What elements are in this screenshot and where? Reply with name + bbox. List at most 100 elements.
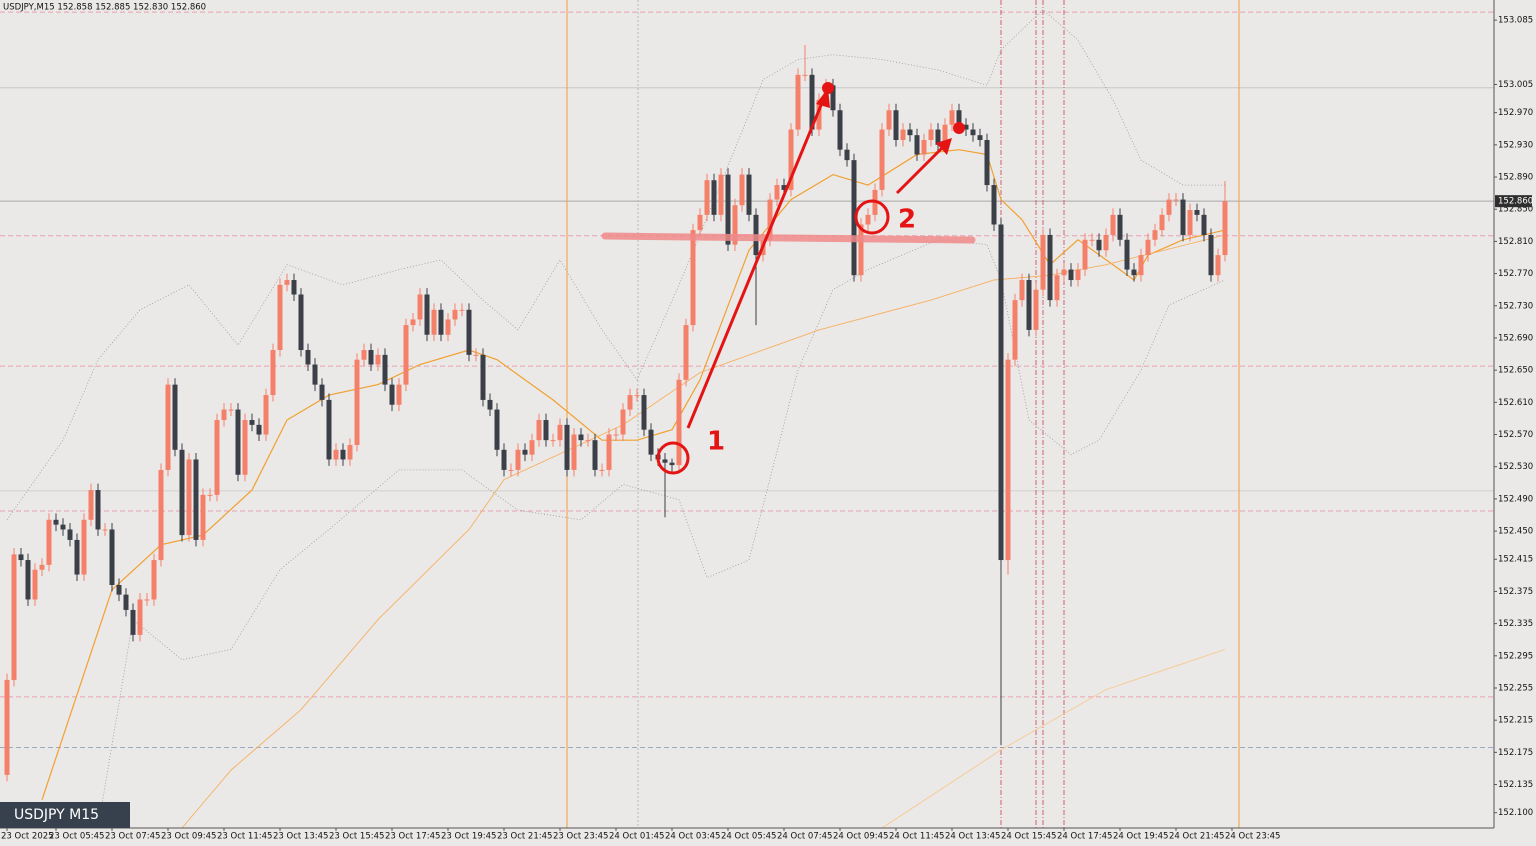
y-tick-label: 152.335: [1498, 619, 1533, 629]
x-tick-label: 24 Oct 01:45: [609, 832, 664, 842]
candle-body: [270, 350, 276, 396]
indicator-line: [881, 648, 1226, 829]
candle-body: [130, 609, 136, 635]
candle-body: [46, 519, 52, 565]
candle-body: [1138, 255, 1144, 276]
candle-body: [970, 129, 976, 136]
candle-body: [809, 74, 815, 130]
candle-body: [347, 444, 353, 460]
circle-mark: [656, 441, 690, 475]
candle-body: [620, 409, 626, 435]
candle-body: [1208, 234, 1214, 276]
y-tick-label: 152.415: [1498, 555, 1533, 565]
y-tick-label: 152.490: [1498, 494, 1533, 504]
symbol-box: [0, 802, 130, 828]
candle-body: [186, 459, 192, 536]
annotation-text: 2: [898, 205, 916, 235]
candle-body: [382, 354, 388, 385]
candle-body: [935, 129, 941, 145]
candle-body: [501, 449, 507, 470]
candle-body: [228, 409, 234, 411]
candle-body: [641, 395, 647, 430]
y-tick-label: 152.175: [1498, 748, 1533, 758]
y-tick-label: 152.100: [1498, 808, 1533, 818]
x-tick-label: 23 Oct 17:45: [385, 832, 440, 842]
y-tick-label: 153.005: [1498, 80, 1533, 90]
candle-body: [1019, 280, 1025, 301]
candle-body: [249, 420, 255, 425]
dot-mark: [822, 82, 834, 94]
candle-body: [88, 490, 94, 520]
candle-body: [844, 149, 850, 161]
candle-body: [1187, 210, 1193, 235]
y-tick-label: 152.610: [1498, 398, 1533, 408]
candle-body: [599, 469, 605, 471]
candle-body: [312, 364, 318, 385]
candle-body: [200, 494, 206, 540]
candle-body: [158, 469, 164, 561]
candle-body: [1117, 214, 1123, 240]
candle-body: [788, 129, 794, 190]
candle-body: [151, 560, 157, 600]
candle-body: [1026, 280, 1032, 330]
x-tick-label: 24 Oct 11:45: [889, 832, 944, 842]
indicator-line: [97, 239, 1226, 829]
candle-body: [53, 519, 59, 525]
candles: [4, 45, 1228, 782]
candle-body: [837, 110, 843, 150]
candle-body: [494, 409, 500, 450]
candle-body: [1215, 255, 1221, 276]
candle-body: [606, 434, 612, 470]
candle-body: [487, 399, 493, 410]
candle-body: [417, 294, 423, 320]
candle-body: [263, 395, 269, 435]
candle-body: [977, 135, 983, 141]
candle-body: [508, 469, 514, 471]
candle-body: [403, 325, 409, 385]
x-tick-label: 23 Oct 21:45: [497, 832, 552, 842]
candle-body: [963, 124, 969, 130]
candle-body: [207, 494, 213, 496]
candle-body: [305, 350, 311, 365]
candle-body: [172, 384, 178, 450]
candle-body: [466, 309, 472, 355]
arrow: [895, 144, 946, 195]
chart-header: USDJPY,M15 152.858 152.885 152.830 152.8…: [3, 3, 206, 13]
y-tick-label: 152.890: [1498, 173, 1533, 183]
candle-body: [1152, 230, 1158, 240]
candle-body: [704, 180, 710, 215]
candle-body: [802, 74, 808, 76]
x-tick-label: 24 Oct 23:45: [1225, 832, 1280, 842]
candle-body: [536, 420, 542, 441]
candle-body: [18, 554, 24, 561]
candle-body: [1180, 199, 1186, 235]
candle-body: [543, 420, 549, 441]
arrow: [686, 97, 826, 429]
x-tick-label: 23 Oct 2025: [1, 832, 54, 842]
candle-body: [858, 224, 864, 276]
candle-body: [1110, 214, 1116, 235]
candle-body: [473, 354, 479, 356]
candle-body: [746, 174, 752, 215]
candle-body: [1047, 234, 1053, 301]
candle-body: [571, 434, 577, 470]
candle-body: [389, 384, 395, 405]
candle-body: [1173, 199, 1179, 201]
candle-body: [795, 74, 801, 130]
candle-body: [81, 519, 87, 575]
candle-body: [676, 379, 682, 466]
candle-body: [214, 420, 220, 495]
candle-body: [123, 594, 129, 610]
y-tick-label: 152.930: [1498, 140, 1533, 150]
x-tick-label: 24 Oct 15:45: [1001, 832, 1056, 842]
x-tick-label: 24 Oct 19:45: [1113, 832, 1168, 842]
candle-body: [424, 294, 430, 335]
candle-body: [998, 224, 1004, 561]
candle-body: [1075, 269, 1081, 281]
candle-body: [361, 350, 367, 360]
candle-body: [627, 395, 633, 410]
y-tick-label: 152.850: [1498, 205, 1533, 215]
candle-body: [60, 524, 66, 530]
